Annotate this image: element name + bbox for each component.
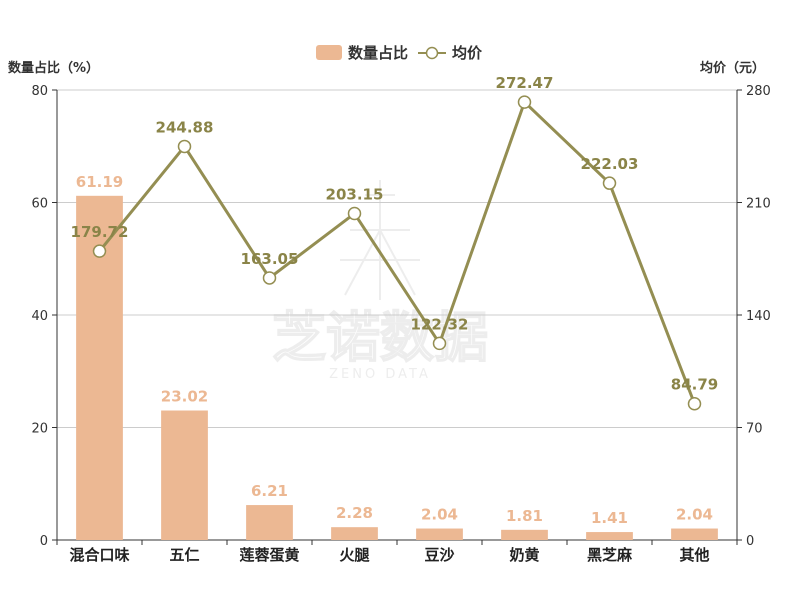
right-axis-tick-label: 280 (746, 84, 771, 99)
line-point (432, 336, 447, 351)
x-axis-category-label: 其他 (679, 546, 709, 564)
watermark-subtext: ZENO DATA (329, 367, 431, 382)
bar (161, 410, 208, 540)
legend-line-swatch (418, 46, 446, 60)
line-value-label: 272.47 (496, 74, 554, 92)
line-value-label: 244.88 (156, 118, 214, 136)
x-axis-category-label: 混合口味 (69, 546, 129, 564)
bar-value-label: 1.81 (506, 507, 543, 525)
line-value-label: 163.05 (241, 250, 299, 268)
bar-value-label: 61.19 (76, 173, 123, 191)
watermark: 芝诺数据 ZENO DATA (271, 180, 489, 382)
left-axis-title: 数量占比（%） (8, 60, 99, 76)
line-value-label: 203.15 (326, 186, 384, 204)
watermark-text: 芝诺数据 (272, 306, 488, 369)
x-axis-category-label: 奶黄 (509, 546, 539, 564)
right-axis-title: 均价（元） (700, 60, 765, 76)
right-axis-tick-label: 140 (746, 309, 771, 324)
x-axis-category-label: 豆沙 (424, 546, 454, 564)
price-line (98, 100, 696, 405)
data-labels: 61.19 23.02 6.21 2.28 2.04 1.81 1.41 2.04 179.72… (71, 74, 719, 527)
right-axis-tick-label: 0 (746, 534, 754, 549)
bar-value-label: 2.28 (336, 504, 373, 522)
legend: 数量占比 均价 (316, 44, 483, 62)
line-point (177, 139, 192, 154)
x-axis-category-label: 火腿 (339, 546, 369, 564)
line-value-label: 122.32 (411, 315, 469, 333)
x-axis-category-label: 黑芝麻 (587, 546, 633, 564)
bar-value-label: 23.02 (161, 388, 208, 406)
left-axis-tick-label: 20 (31, 422, 48, 437)
bar (331, 527, 378, 540)
bar (586, 532, 633, 540)
bar-value-label: 6.21 (251, 482, 288, 500)
bar-value-label: 1.41 (591, 509, 628, 527)
legend-bar-label: 数量占比 (348, 44, 408, 62)
left-axis-tick-label: 40 (31, 309, 48, 324)
line-point (262, 271, 277, 285)
line-point (602, 176, 617, 190)
x-axis-category-label: 莲蓉蛋黄 (239, 546, 299, 564)
x-axis-category-label: 五仁 (169, 546, 199, 564)
left-axis-tick-label: 60 (31, 197, 48, 212)
bar (416, 528, 463, 540)
line-series (92, 95, 702, 411)
line-point (517, 95, 532, 109)
line-value-label: 222.03 (581, 155, 639, 173)
line-value-label: 84.79 (671, 376, 718, 394)
bar-value-label: 2.04 (676, 506, 713, 524)
legend-bar-swatch (316, 45, 342, 60)
left-axis-tick-label: 0 (40, 534, 48, 549)
right-axis-tick-label: 210 (746, 197, 771, 212)
left-axis-tick-label: 80 (31, 84, 48, 99)
bar (501, 529, 548, 540)
bar-value-label: 2.04 (421, 506, 458, 524)
bar (671, 528, 718, 540)
line-value-label: 179.72 (71, 223, 129, 241)
bar (246, 505, 293, 540)
line-point (92, 244, 107, 258)
legend-line-label: 均价 (452, 44, 483, 62)
line-point (347, 206, 362, 221)
line-point (687, 396, 702, 411)
right-axis-tick-label: 70 (746, 422, 763, 437)
